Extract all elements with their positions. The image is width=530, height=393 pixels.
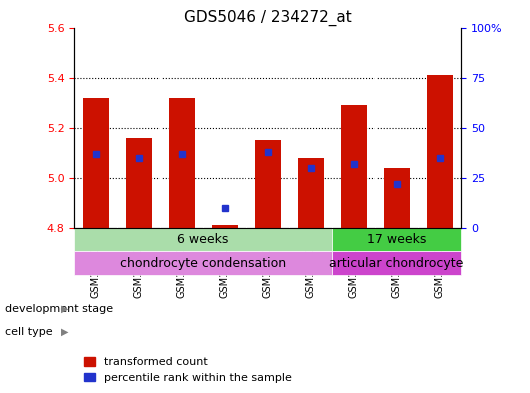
Text: ▶: ▶ xyxy=(61,327,68,337)
Text: 6 weeks: 6 weeks xyxy=(178,233,229,246)
Bar xyxy=(332,252,461,275)
Title: GDS5046 / 234272_at: GDS5046 / 234272_at xyxy=(184,10,351,26)
Bar xyxy=(298,158,323,228)
Bar xyxy=(74,228,332,252)
Bar xyxy=(384,167,410,228)
Text: chondrocyte condensation: chondrocyte condensation xyxy=(120,257,286,270)
Bar xyxy=(74,252,332,275)
Bar xyxy=(332,228,461,252)
Bar xyxy=(83,97,109,228)
Bar xyxy=(169,97,195,228)
Bar xyxy=(255,140,280,228)
Text: 17 weeks: 17 weeks xyxy=(367,233,426,246)
Bar xyxy=(212,225,237,228)
Text: cell type: cell type xyxy=(5,327,53,337)
Text: ▶: ▶ xyxy=(61,303,68,314)
Text: development stage: development stage xyxy=(5,303,113,314)
Legend: transformed count, percentile rank within the sample: transformed count, percentile rank withi… xyxy=(80,353,296,387)
Text: articular chondrocyte: articular chondrocyte xyxy=(330,257,464,270)
Bar xyxy=(427,75,453,228)
Bar xyxy=(341,105,367,228)
Bar xyxy=(126,138,152,228)
